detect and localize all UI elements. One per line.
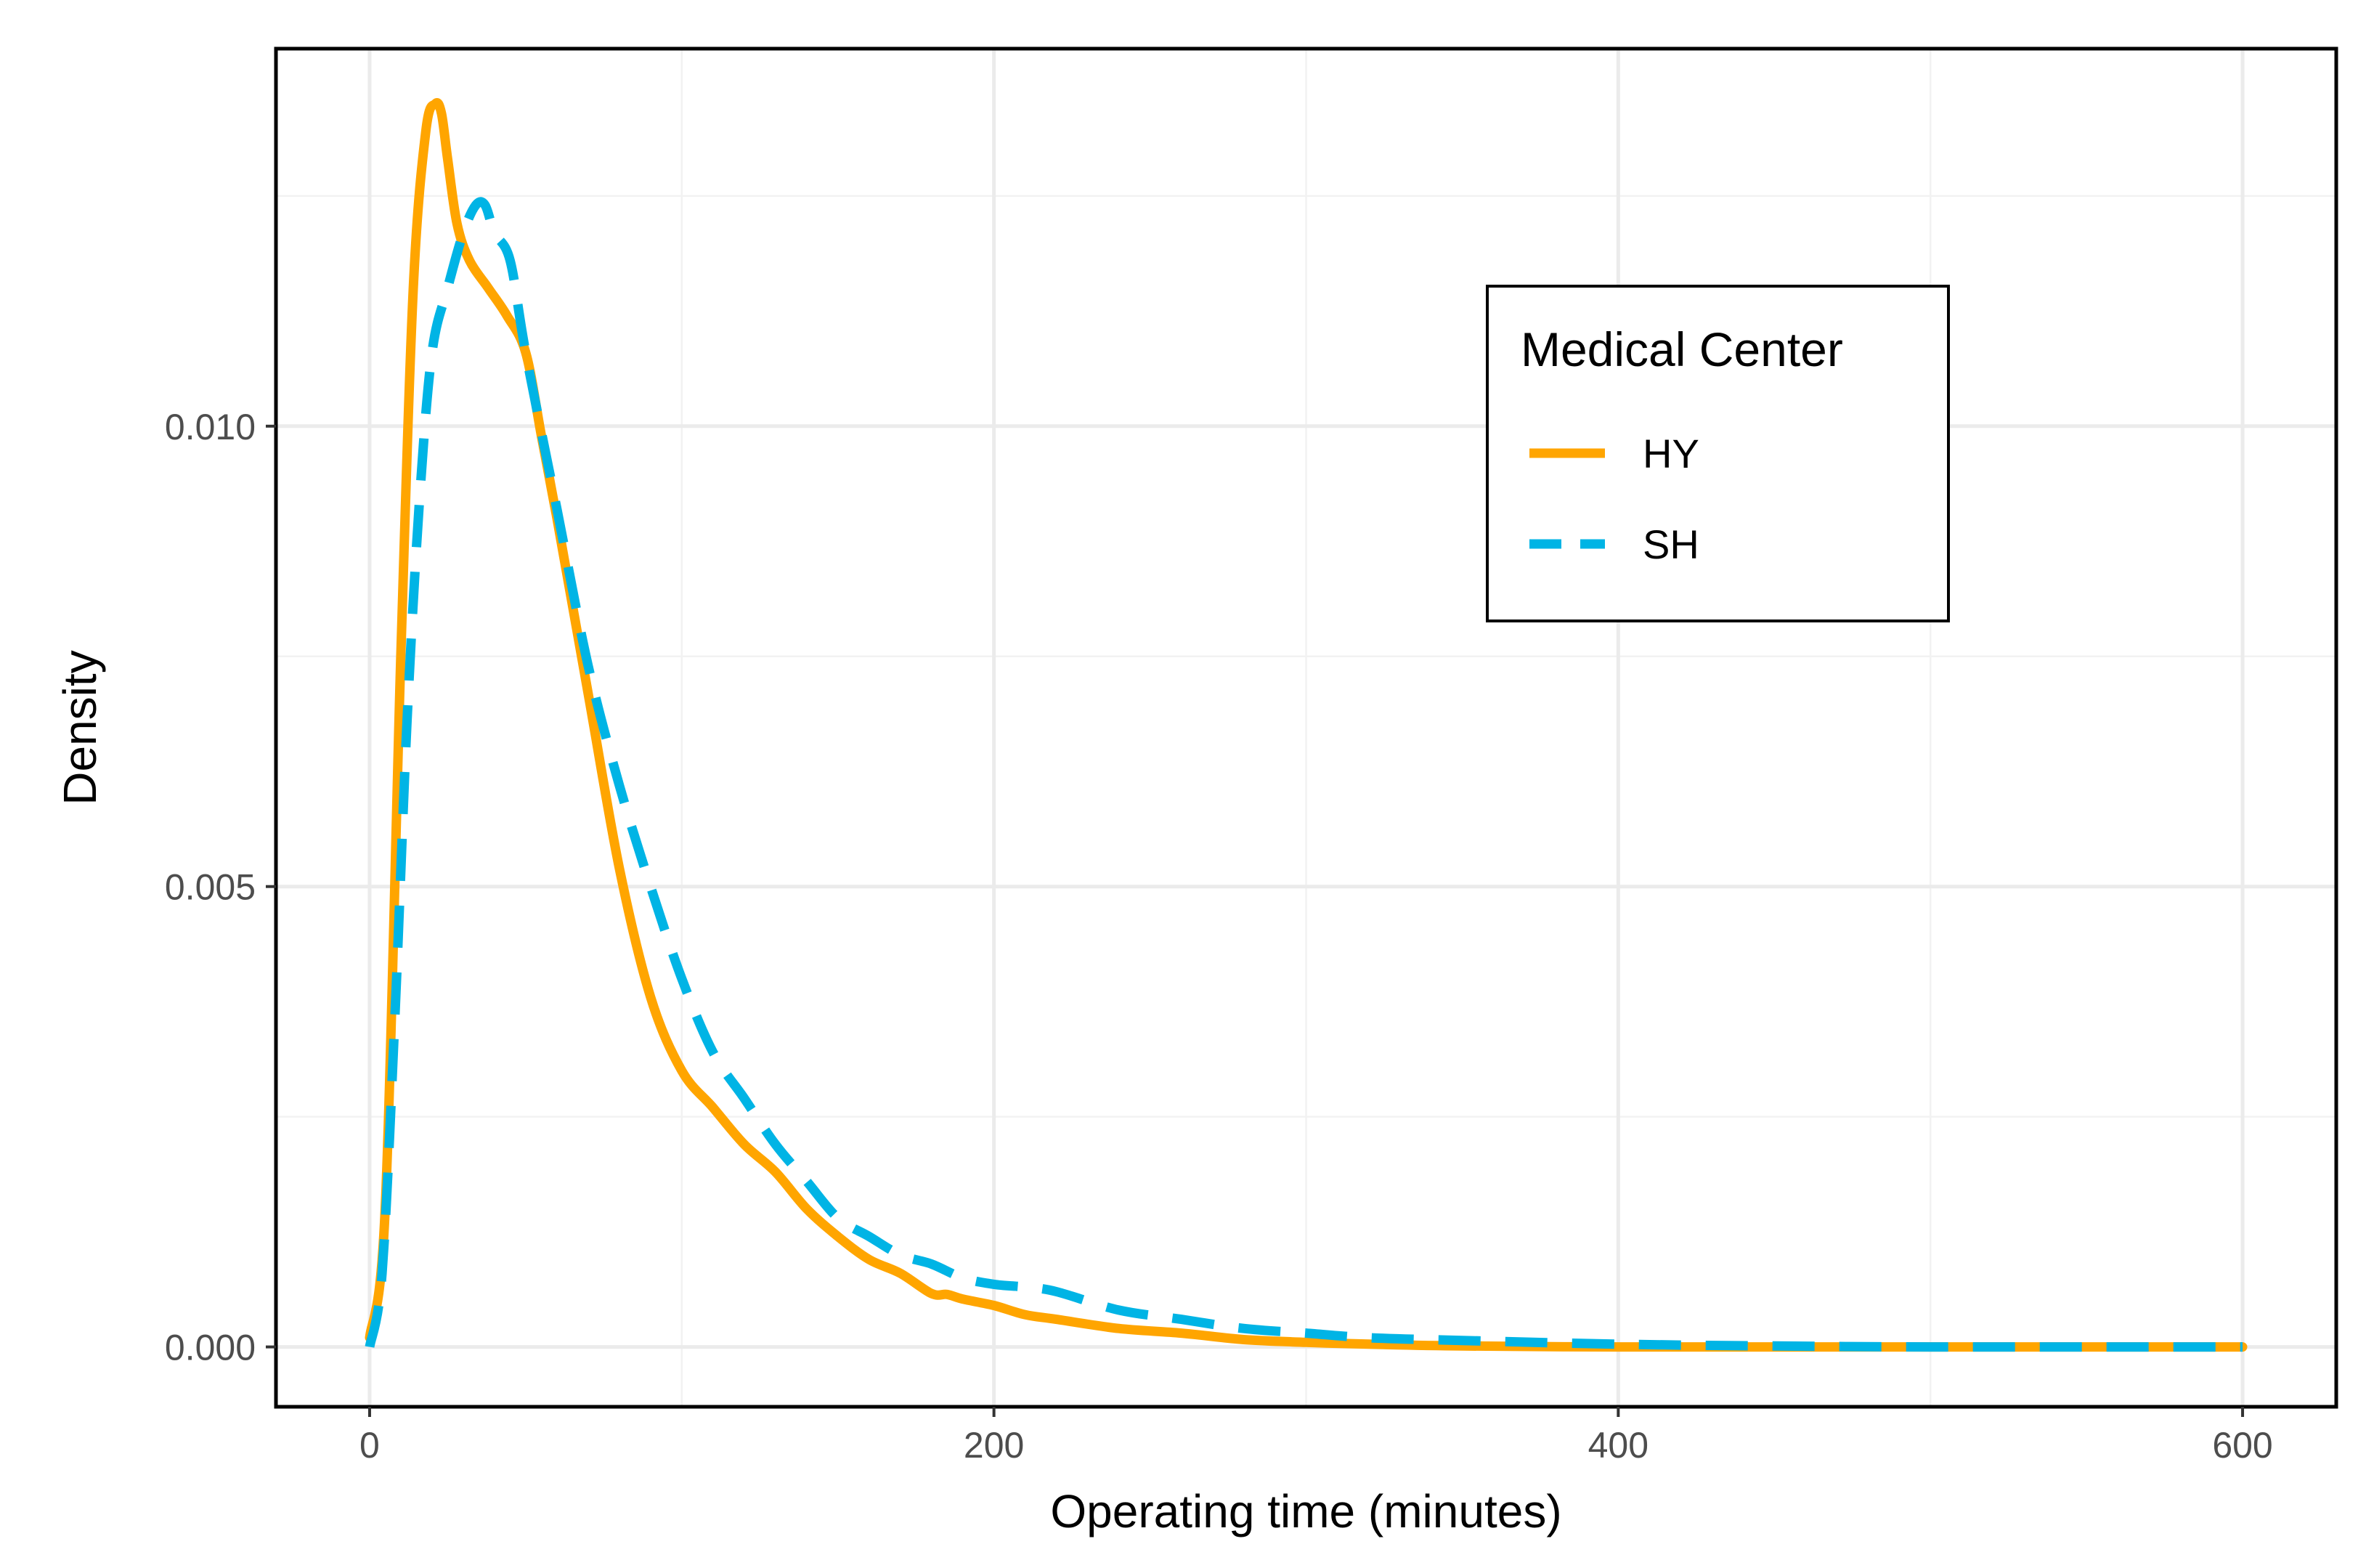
y-axis-title: Density (54, 650, 106, 805)
legend-title: Medical Center (1521, 322, 1843, 376)
plot-panel-border (274, 46, 2338, 1409)
legend: Medical Center HY SH (1486, 285, 1950, 622)
x-tick-label: 200 (964, 1425, 1024, 1466)
x-tick-label: 600 (2212, 1425, 2272, 1466)
axis-ticks: 0 200 400 600 0.000 0.005 0.010 (165, 407, 2273, 1466)
y-tick-label: 0.000 (165, 1328, 256, 1368)
legend-label-sh: SH (1643, 521, 1699, 567)
y-tick-label: 0.010 (165, 407, 256, 447)
x-tick-label: 0 (359, 1425, 380, 1466)
y-tick-label: 0.005 (165, 867, 256, 908)
series-line-hy (365, 97, 2248, 1352)
minor-gridlines (276, 49, 2336, 1407)
x-axis-title: Operating time (minutes) (1050, 1485, 1561, 1537)
x-tick-label: 400 (1588, 1425, 1649, 1466)
legend-label-hy: HY (1643, 431, 1699, 476)
series-line-sh (365, 197, 2243, 1352)
series-layer (365, 97, 2248, 1352)
